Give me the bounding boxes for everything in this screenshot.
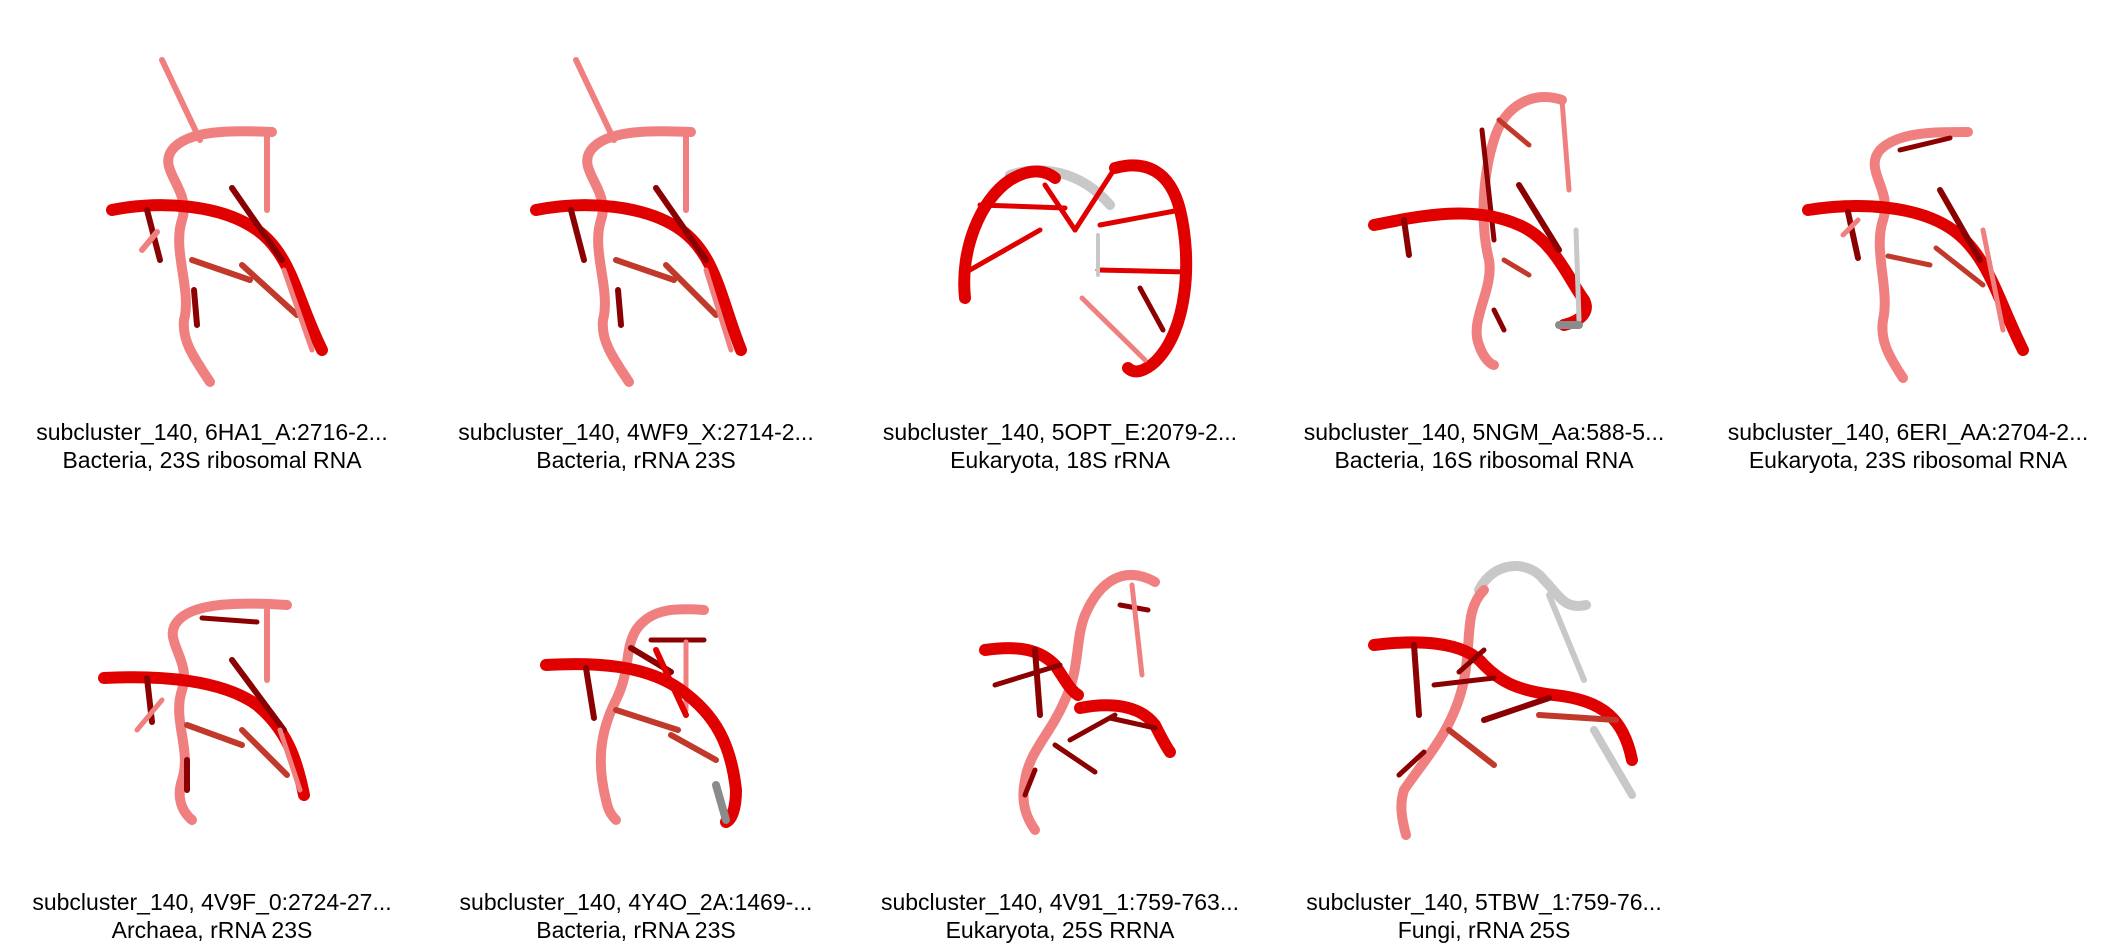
structure-id: subcluster_140, 5NGM_Aa:588-5... <box>1303 419 1665 445</box>
taxon-rna-type: Bacteria, rRNA 23S <box>536 447 736 473</box>
rna-structure-image <box>530 57 747 387</box>
structure-id: subcluster_140, 6HA1_A:2716-2... <box>36 419 388 445</box>
panel-5: subcluster_140, 6ERI_AA:2704-2... Eukary… <box>1696 0 2120 473</box>
taxon-rna-type: Bacteria, 16S ribosomal RNA <box>1334 447 1634 473</box>
structure-drawing <box>1802 127 2029 383</box>
structure-id: subcluster_140, 5TBW_1:759-76... <box>1306 889 1662 915</box>
structure-drawing <box>98 598 310 825</box>
structure-drawing <box>530 57 747 387</box>
rna-structure-image <box>1802 127 2029 383</box>
structure-drawing <box>958 159 1193 378</box>
panel-caption: subcluster_140, 6ERI_AA:2704-2... Eukary… <box>1696 418 2120 474</box>
structure-id: subcluster_140, 4V9F_0:2724-27... <box>32 889 392 915</box>
panel-8: subcluster_140, 4V91_1:759-763... Eukary… <box>848 470 1272 943</box>
structure-drawing <box>540 604 743 828</box>
structure-id: subcluster_140, 5OPT_E:2079-2... <box>882 419 1238 445</box>
panel-caption: subcluster_140, 4Y4O_2A:1469-... Bacteri… <box>424 888 848 944</box>
panel-caption: subcluster_140, 6HA1_A:2716-2... Bacteri… <box>0 418 424 474</box>
rna-structure-image <box>98 598 310 825</box>
rna-structure-image <box>540 604 743 828</box>
rna-structure-image <box>1368 91 1592 370</box>
panel-caption: subcluster_140, 5NGM_Aa:588-5... Bacteri… <box>1272 418 1696 474</box>
rna-structure-image <box>106 57 328 387</box>
structure-id: subcluster_140, 6ERI_AA:2704-2... <box>1727 419 2089 445</box>
taxon-rna-type: Eukaryota, 23S ribosomal RNA <box>1748 447 2068 473</box>
taxon-rna-type: Bacteria, 23S ribosomal RNA <box>62 447 362 473</box>
structure-drawing <box>1368 561 1638 840</box>
structure-drawing <box>979 570 1176 835</box>
panel-caption: subcluster_140, 5OPT_E:2079-2... Eukaryo… <box>848 418 1272 474</box>
structure-id: subcluster_140, 4Y4O_2A:1469-... <box>459 889 813 915</box>
panel-3: subcluster_140, 5OPT_E:2079-2... Eukaryo… <box>848 0 1272 473</box>
panel-6: subcluster_140, 4V9F_0:2724-27... Archae… <box>0 470 424 943</box>
taxon-rna-type: Eukaryota, 18S rRNA <box>950 447 1170 473</box>
structure-drawing <box>1368 91 1592 370</box>
panel-caption: subcluster_140, 4WF9_X:2714-2... Bacteri… <box>424 418 848 474</box>
rna-structure-image <box>979 570 1176 835</box>
taxon-rna-type: Eukaryota, 25S RRNA <box>945 917 1175 943</box>
taxon-rna-type: Bacteria, rRNA 23S <box>536 917 736 943</box>
panel-1: subcluster_140, 6HA1_A:2716-2... Bacteri… <box>0 0 424 473</box>
rna-structure-image <box>1368 561 1638 840</box>
rna-structure-image <box>958 159 1193 378</box>
structure-id: subcluster_140, 4V91_1:759-763... <box>880 889 1240 915</box>
structure-id: subcluster_140, 4WF9_X:2714-2... <box>458 419 814 445</box>
panel-caption: subcluster_140, 4V91_1:759-763... Eukary… <box>848 888 1272 944</box>
taxon-rna-type: Fungi, rRNA 25S <box>1397 917 1571 943</box>
panel-2: subcluster_140, 4WF9_X:2714-2... Bacteri… <box>424 0 848 473</box>
structure-drawing <box>106 57 328 387</box>
panel-4: subcluster_140, 5NGM_Aa:588-5... Bacteri… <box>1272 0 1696 473</box>
panel-caption: subcluster_140, 5TBW_1:759-76... Fungi, … <box>1272 888 1696 944</box>
panel-7: subcluster_140, 4Y4O_2A:1469-... Bacteri… <box>424 470 848 943</box>
panel-9: subcluster_140, 5TBW_1:759-76... Fungi, … <box>1272 470 1696 943</box>
taxon-rna-type: Archaea, rRNA 23S <box>111 917 313 943</box>
panel-caption: subcluster_140, 4V9F_0:2724-27... Archae… <box>0 888 424 944</box>
